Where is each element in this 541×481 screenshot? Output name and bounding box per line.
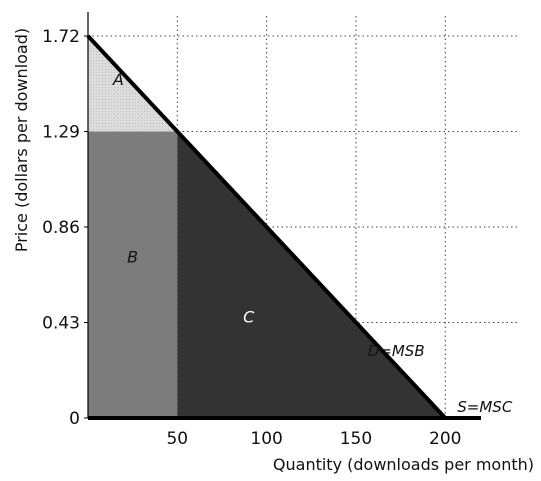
region-label-c: C <box>243 308 255 327</box>
region-label-a: A <box>112 70 124 89</box>
region-b <box>88 131 178 418</box>
y-tick-label: 1.29 <box>42 123 80 143</box>
axes: 0 0.43 0.86 1.29 1.72 50 100 150 200 <box>42 12 461 449</box>
region-label-b: B <box>127 248 138 267</box>
y-tick-label: 1.72 <box>42 27 80 47</box>
y-tick-label: 0 <box>69 409 80 429</box>
x-tick-label: 50 <box>166 429 188 449</box>
x-tick-label: 200 <box>429 429 461 449</box>
demand-curve <box>86 34 447 420</box>
demand-curve-label: D=MSB <box>368 342 425 360</box>
y-tick-label: 0.43 <box>42 314 80 334</box>
curves <box>86 34 481 420</box>
x-axis-label: Quantity (downloads per month) <box>273 455 534 474</box>
x-tick-label: 150 <box>340 429 372 449</box>
x-tick-label: 100 <box>250 429 282 449</box>
y-tick-label: 0.86 <box>42 218 80 238</box>
labels: D=MSB S=MSC A B C <box>112 70 513 416</box>
y-axis-label: Price (dollars per download) <box>12 28 31 252</box>
supply-curve-label: S=MSC <box>457 398 513 416</box>
